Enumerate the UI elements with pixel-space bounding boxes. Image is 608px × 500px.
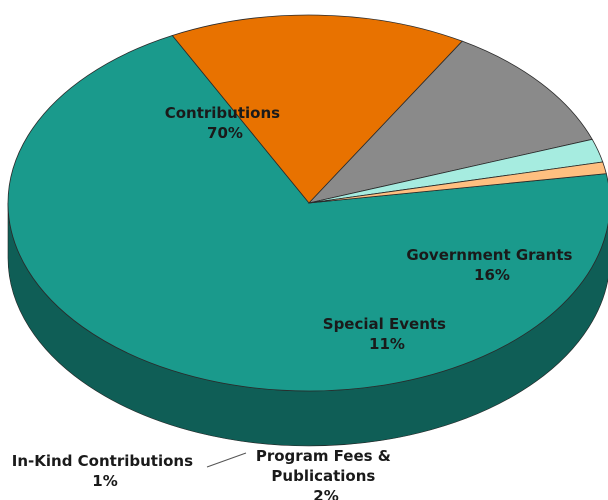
label-program-fees: Program Fees & Publications 2% (256, 447, 396, 500)
label-in-kind: In-Kind Contributions 1% (12, 452, 198, 490)
label-government-grants-value: 16% (474, 266, 510, 284)
label-program-fees-name-line2: Publications (271, 467, 375, 485)
label-government-grants-name: Government Grants (406, 246, 572, 264)
in-kind-leader-line (207, 453, 246, 467)
label-in-kind-name: In-Kind Contributions (12, 452, 193, 470)
pie-slices (8, 15, 608, 391)
label-contributions-value: 70% (207, 124, 243, 142)
label-program-fees-name-line1: Program Fees & (256, 447, 391, 465)
label-special-events-name: Special Events (323, 315, 446, 333)
label-contributions-name: Contributions (165, 104, 280, 122)
label-in-kind-value: 1% (92, 472, 117, 490)
label-program-fees-value: 2% (313, 487, 338, 500)
label-special-events-value: 11% (369, 335, 405, 353)
